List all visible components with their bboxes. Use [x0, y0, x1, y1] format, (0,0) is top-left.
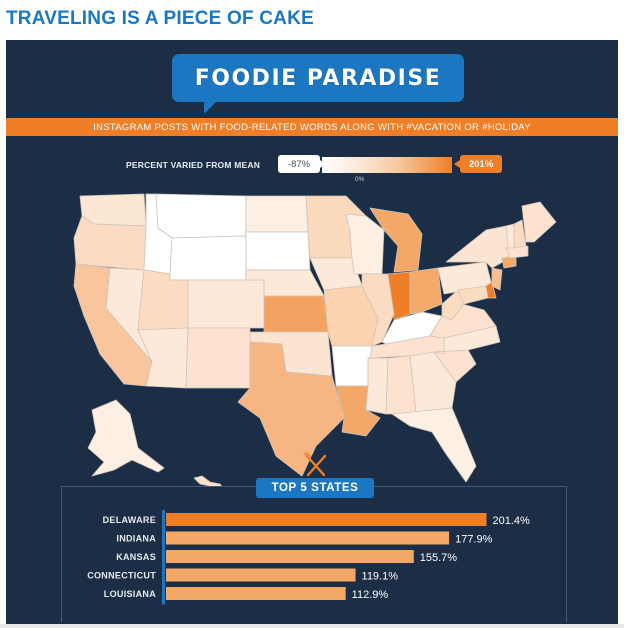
- state-montana: [155, 193, 247, 239]
- state-maine: [521, 201, 557, 243]
- bar-category-label: DELAWARE: [103, 515, 156, 525]
- bar-value-label: 155.7%: [420, 552, 458, 564]
- subtitle-bar: INSTAGRAM POSTS WITH FOOD-RELATED WORDS …: [6, 118, 618, 136]
- bar: [166, 587, 346, 600]
- bar: [166, 568, 356, 582]
- state-michigan: [369, 207, 423, 273]
- state-kansas: [263, 295, 329, 333]
- page-title: TRAVELING IS A PIECE OF CAKE: [6, 8, 314, 29]
- top5-bar-chart: DELAWARE 201.4% INDIANA 177.9% KANSAS 155.7% C…: [87, 510, 530, 605]
- state-south-dakota: [245, 231, 311, 271]
- legend-min: -87%: [278, 155, 326, 173]
- bar-category-label: LOUISIANA: [104, 589, 156, 599]
- bar-axis: [162, 510, 165, 605]
- state-alaska: [87, 399, 165, 477]
- us-choropleth-map: [73, 193, 557, 486]
- legend-max: 201%: [454, 155, 502, 173]
- state-colorado: [187, 279, 265, 329]
- state-texas: [237, 341, 345, 477]
- state-arizona: [137, 327, 189, 389]
- subtitle: INSTAGRAM POSTS WITH FOOD-RELATED WORDS …: [93, 121, 531, 133]
- state-delaware: [485, 281, 497, 299]
- state-indiana: [387, 271, 411, 321]
- state-florida: [391, 407, 477, 483]
- state-georgia: [409, 351, 457, 413]
- banner-title: FOODIE PARADISE: [194, 65, 442, 91]
- top5-label: TOP 5 STATES: [271, 482, 359, 494]
- state-hawaii: [193, 475, 222, 486]
- state-new-mexico: [185, 327, 251, 389]
- banner: FOODIE PARADISE: [172, 54, 464, 102]
- bar-category-label: KANSAS: [116, 552, 156, 562]
- state-wyoming: [169, 235, 247, 281]
- legend-gradient: [322, 157, 452, 173]
- state-new-york: [445, 225, 511, 269]
- state-mississippi: [365, 357, 389, 415]
- bar-value-label: 201.4%: [492, 515, 530, 527]
- fork-knife-icon: [303, 452, 327, 477]
- state-arkansas: [331, 345, 373, 387]
- state-new-jersey: [491, 267, 503, 291]
- bottom-strip: [0, 624, 624, 628]
- bar: [166, 531, 450, 545]
- legend-label: PERCENT VARIED FROM MEAN: [126, 160, 261, 170]
- bar-category-label: INDIANA: [116, 534, 156, 544]
- infographic-panel: FOODIE PARADISE INSTAGRAM POSTS WITH FOO…: [6, 40, 618, 624]
- bar-value-label: 177.9%: [455, 534, 493, 546]
- bar-value-label: 119.1%: [362, 571, 399, 583]
- state-new-hampshire: [513, 219, 527, 249]
- top5-badge: TOP 5 STATES: [256, 478, 374, 498]
- bar: [166, 550, 414, 563]
- legend-mid: 0%: [355, 176, 365, 183]
- banner-tail: [204, 100, 218, 114]
- state-ohio: [409, 267, 443, 315]
- bar-category-label: CONNECTICUT: [87, 571, 156, 581]
- bar: [166, 513, 487, 526]
- bar-value-label: 112.9%: [352, 589, 389, 601]
- state-north-dakota: [245, 195, 309, 233]
